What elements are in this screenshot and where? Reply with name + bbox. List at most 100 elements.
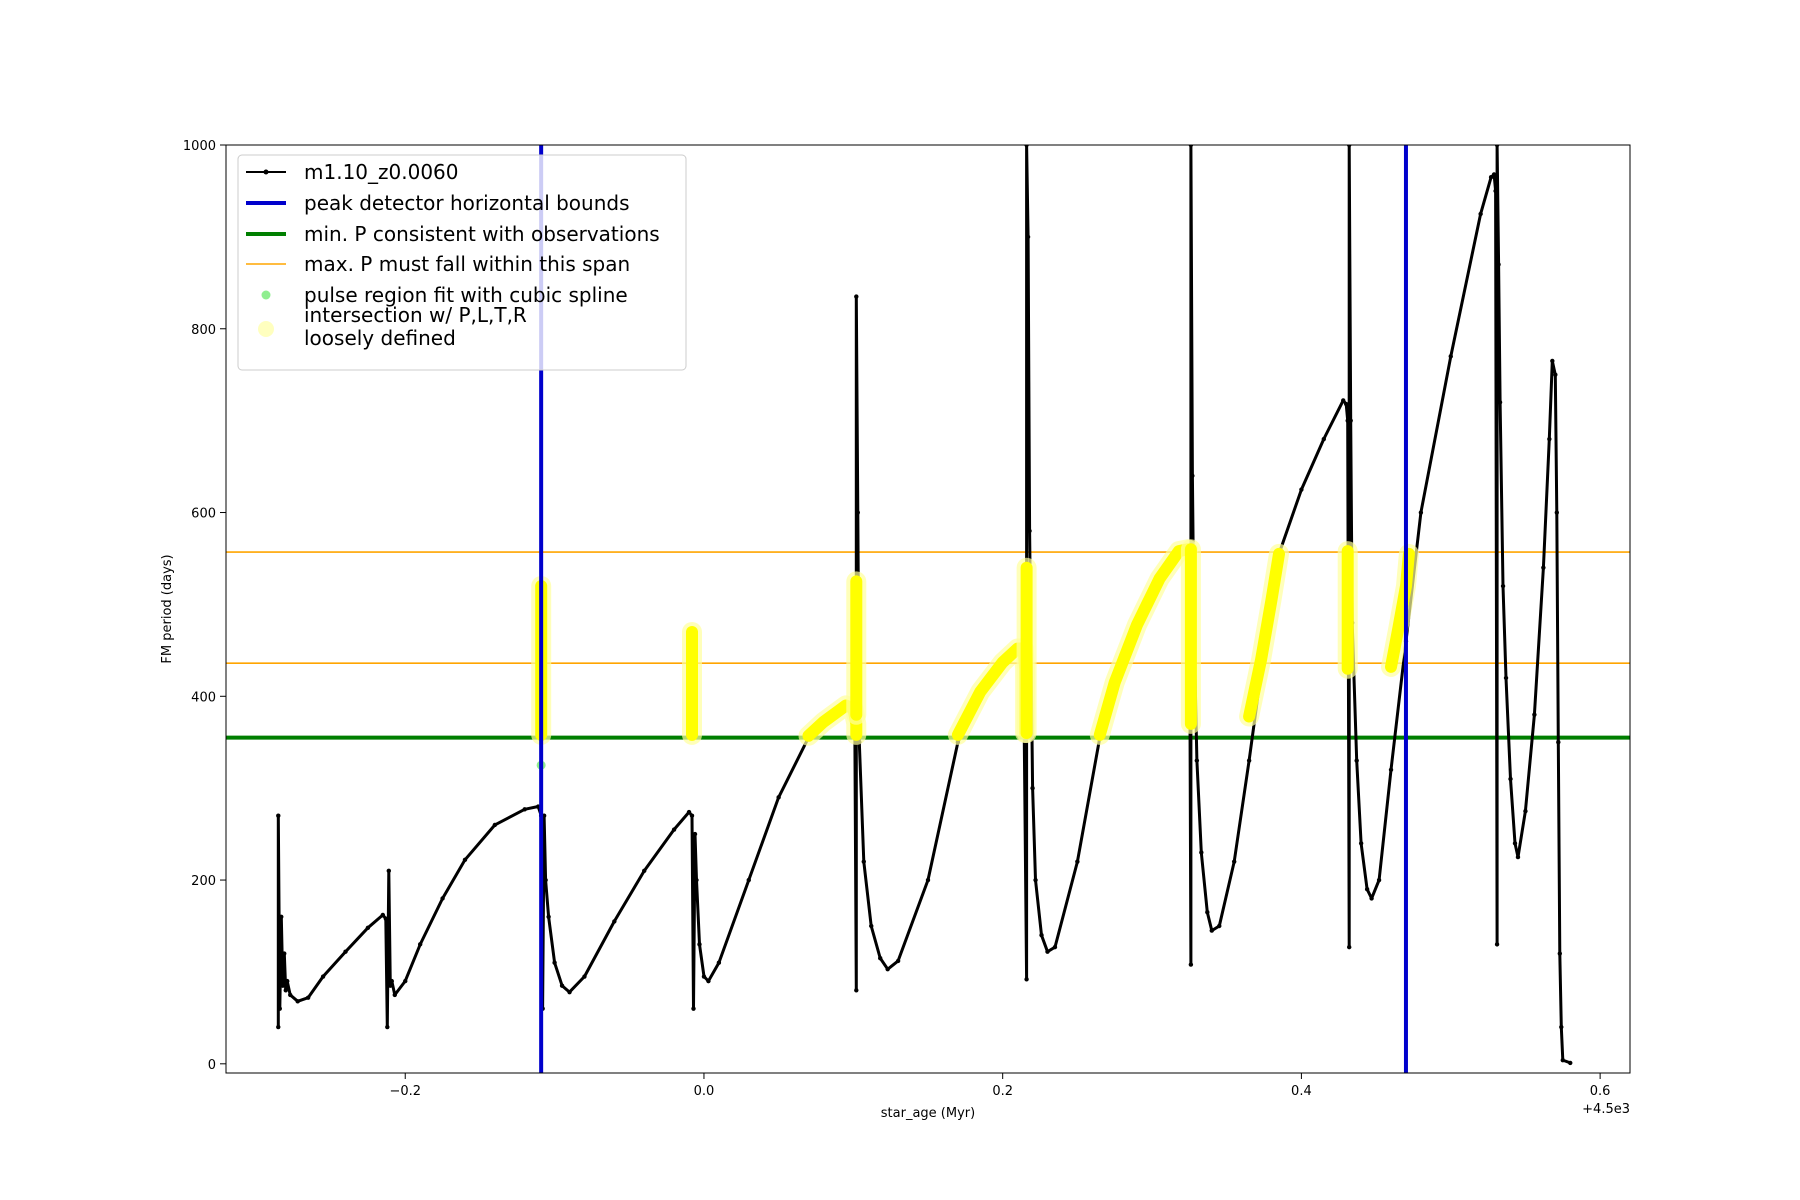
model-track-point — [1194, 758, 1200, 763]
model-track-point — [1376, 877, 1382, 883]
model-track-point — [1030, 785, 1035, 791]
model-track-point — [1515, 854, 1521, 860]
model-track-point — [1348, 418, 1353, 423]
model-track-point — [582, 974, 587, 979]
model-track-point — [1541, 565, 1546, 570]
horizontal-reference-lines — [226, 551, 1630, 740]
legend-box — [237, 154, 687, 371]
model-track-point — [1497, 400, 1503, 405]
model-track-point — [1025, 234, 1031, 240]
model-track-point — [1508, 776, 1513, 782]
model-track-point — [1190, 473, 1195, 478]
model-track-point — [552, 960, 557, 965]
model-track-point — [1557, 951, 1563, 956]
model-track-point — [1024, 145, 1029, 148]
model-track-point — [746, 877, 751, 883]
model-track-point — [543, 877, 548, 883]
model-track-point — [389, 978, 394, 984]
x-axis: −0.2 0.0 0.2 0.4 0.6 — [389, 1073, 1610, 1099]
model-track-point — [854, 294, 859, 299]
model-track-point — [383, 916, 389, 921]
model-track-point — [1553, 372, 1558, 377]
model-track-point — [697, 942, 702, 947]
model-track-point — [1488, 174, 1494, 180]
x-tick-label: −0.2 — [389, 1084, 421, 1099]
model-track-point — [1024, 977, 1029, 982]
model-track-point — [305, 995, 311, 1000]
model-track-point — [283, 988, 288, 993]
model-track-point — [855, 510, 860, 515]
model-track-point — [1556, 740, 1561, 745]
model-track-point — [279, 914, 284, 920]
model-track-point — [343, 949, 348, 954]
model-track-point — [1354, 758, 1359, 763]
y-tick-label: 400 — [191, 690, 216, 705]
model-track-point — [671, 827, 677, 832]
model-track-point — [1494, 145, 1500, 148]
model-track-point — [1188, 962, 1194, 967]
model-track-point — [612, 919, 617, 924]
model-track-point — [462, 857, 468, 863]
model-track-point — [1448, 354, 1453, 359]
model-track-point — [1246, 758, 1252, 763]
model-track-point — [1199, 850, 1204, 855]
model-track-point — [1217, 923, 1222, 929]
model-track-point — [1209, 928, 1214, 933]
legend-label: intersection w/ P,L,T,R loosely defined — [304, 303, 527, 350]
model-track-point — [1418, 510, 1424, 515]
legend-swatch-marker — [263, 169, 269, 175]
x-axis-label: star_age (Myr) — [881, 1106, 975, 1121]
x-tick-label: 0.6 — [1590, 1084, 1611, 1099]
model-track-point — [388, 983, 393, 988]
model-track-point — [1560, 1057, 1565, 1063]
model-track-point — [1523, 808, 1528, 814]
legend-label: m1.10_z0.0060 — [304, 160, 459, 184]
model-track-point — [276, 1024, 281, 1030]
model-track-point — [1075, 859, 1080, 864]
model-track-point — [276, 813, 281, 818]
model-track-point — [492, 822, 498, 828]
legend-label: max. P must fall within this span — [304, 252, 630, 276]
model-track-point — [869, 923, 874, 929]
model-track-point — [686, 809, 692, 815]
model-track-point — [417, 942, 423, 947]
model-track-point — [1027, 528, 1032, 534]
model-track-point — [386, 868, 392, 874]
model-track-point — [1388, 767, 1394, 772]
model-track-point — [1347, 145, 1352, 148]
model-track-point — [392, 992, 397, 998]
model-track-point — [1033, 877, 1038, 883]
model-track-point — [692, 831, 698, 837]
model-track-point — [1369, 896, 1374, 901]
model-track-point — [1364, 887, 1370, 892]
data-series-layer — [276, 145, 1573, 1066]
intersection-segment — [1243, 547, 1285, 723]
y-tick-label: 0 — [208, 1058, 216, 1073]
model-track-point — [440, 896, 445, 901]
model-track-point — [1321, 436, 1327, 442]
model-track-point — [895, 958, 901, 964]
intersection-segment — [1093, 543, 1194, 741]
model-track-point — [1358, 841, 1364, 846]
model-track-point — [277, 1006, 282, 1011]
model-track-point — [706, 978, 711, 984]
model-track-point — [642, 868, 647, 874]
model-track-point — [320, 974, 326, 979]
model-track-point — [1045, 949, 1050, 954]
model-track-point — [689, 813, 695, 818]
plot-frame — [225, 144, 1631, 1074]
legend-label: peak detector horizontal bounds — [304, 191, 630, 215]
model-track-point — [288, 992, 293, 998]
model-track-point — [1493, 188, 1498, 194]
x-tick-label: 0.0 — [694, 1084, 715, 1099]
model-track-point — [1188, 145, 1194, 148]
model-track-point — [1347, 944, 1352, 950]
model-track-point — [1547, 436, 1552, 442]
model-track-point — [1550, 358, 1555, 364]
model-track-point — [385, 1024, 390, 1030]
y-tick-label: 600 — [191, 507, 216, 522]
model-track-point — [1559, 1024, 1564, 1030]
model-track-point — [1568, 1060, 1573, 1066]
